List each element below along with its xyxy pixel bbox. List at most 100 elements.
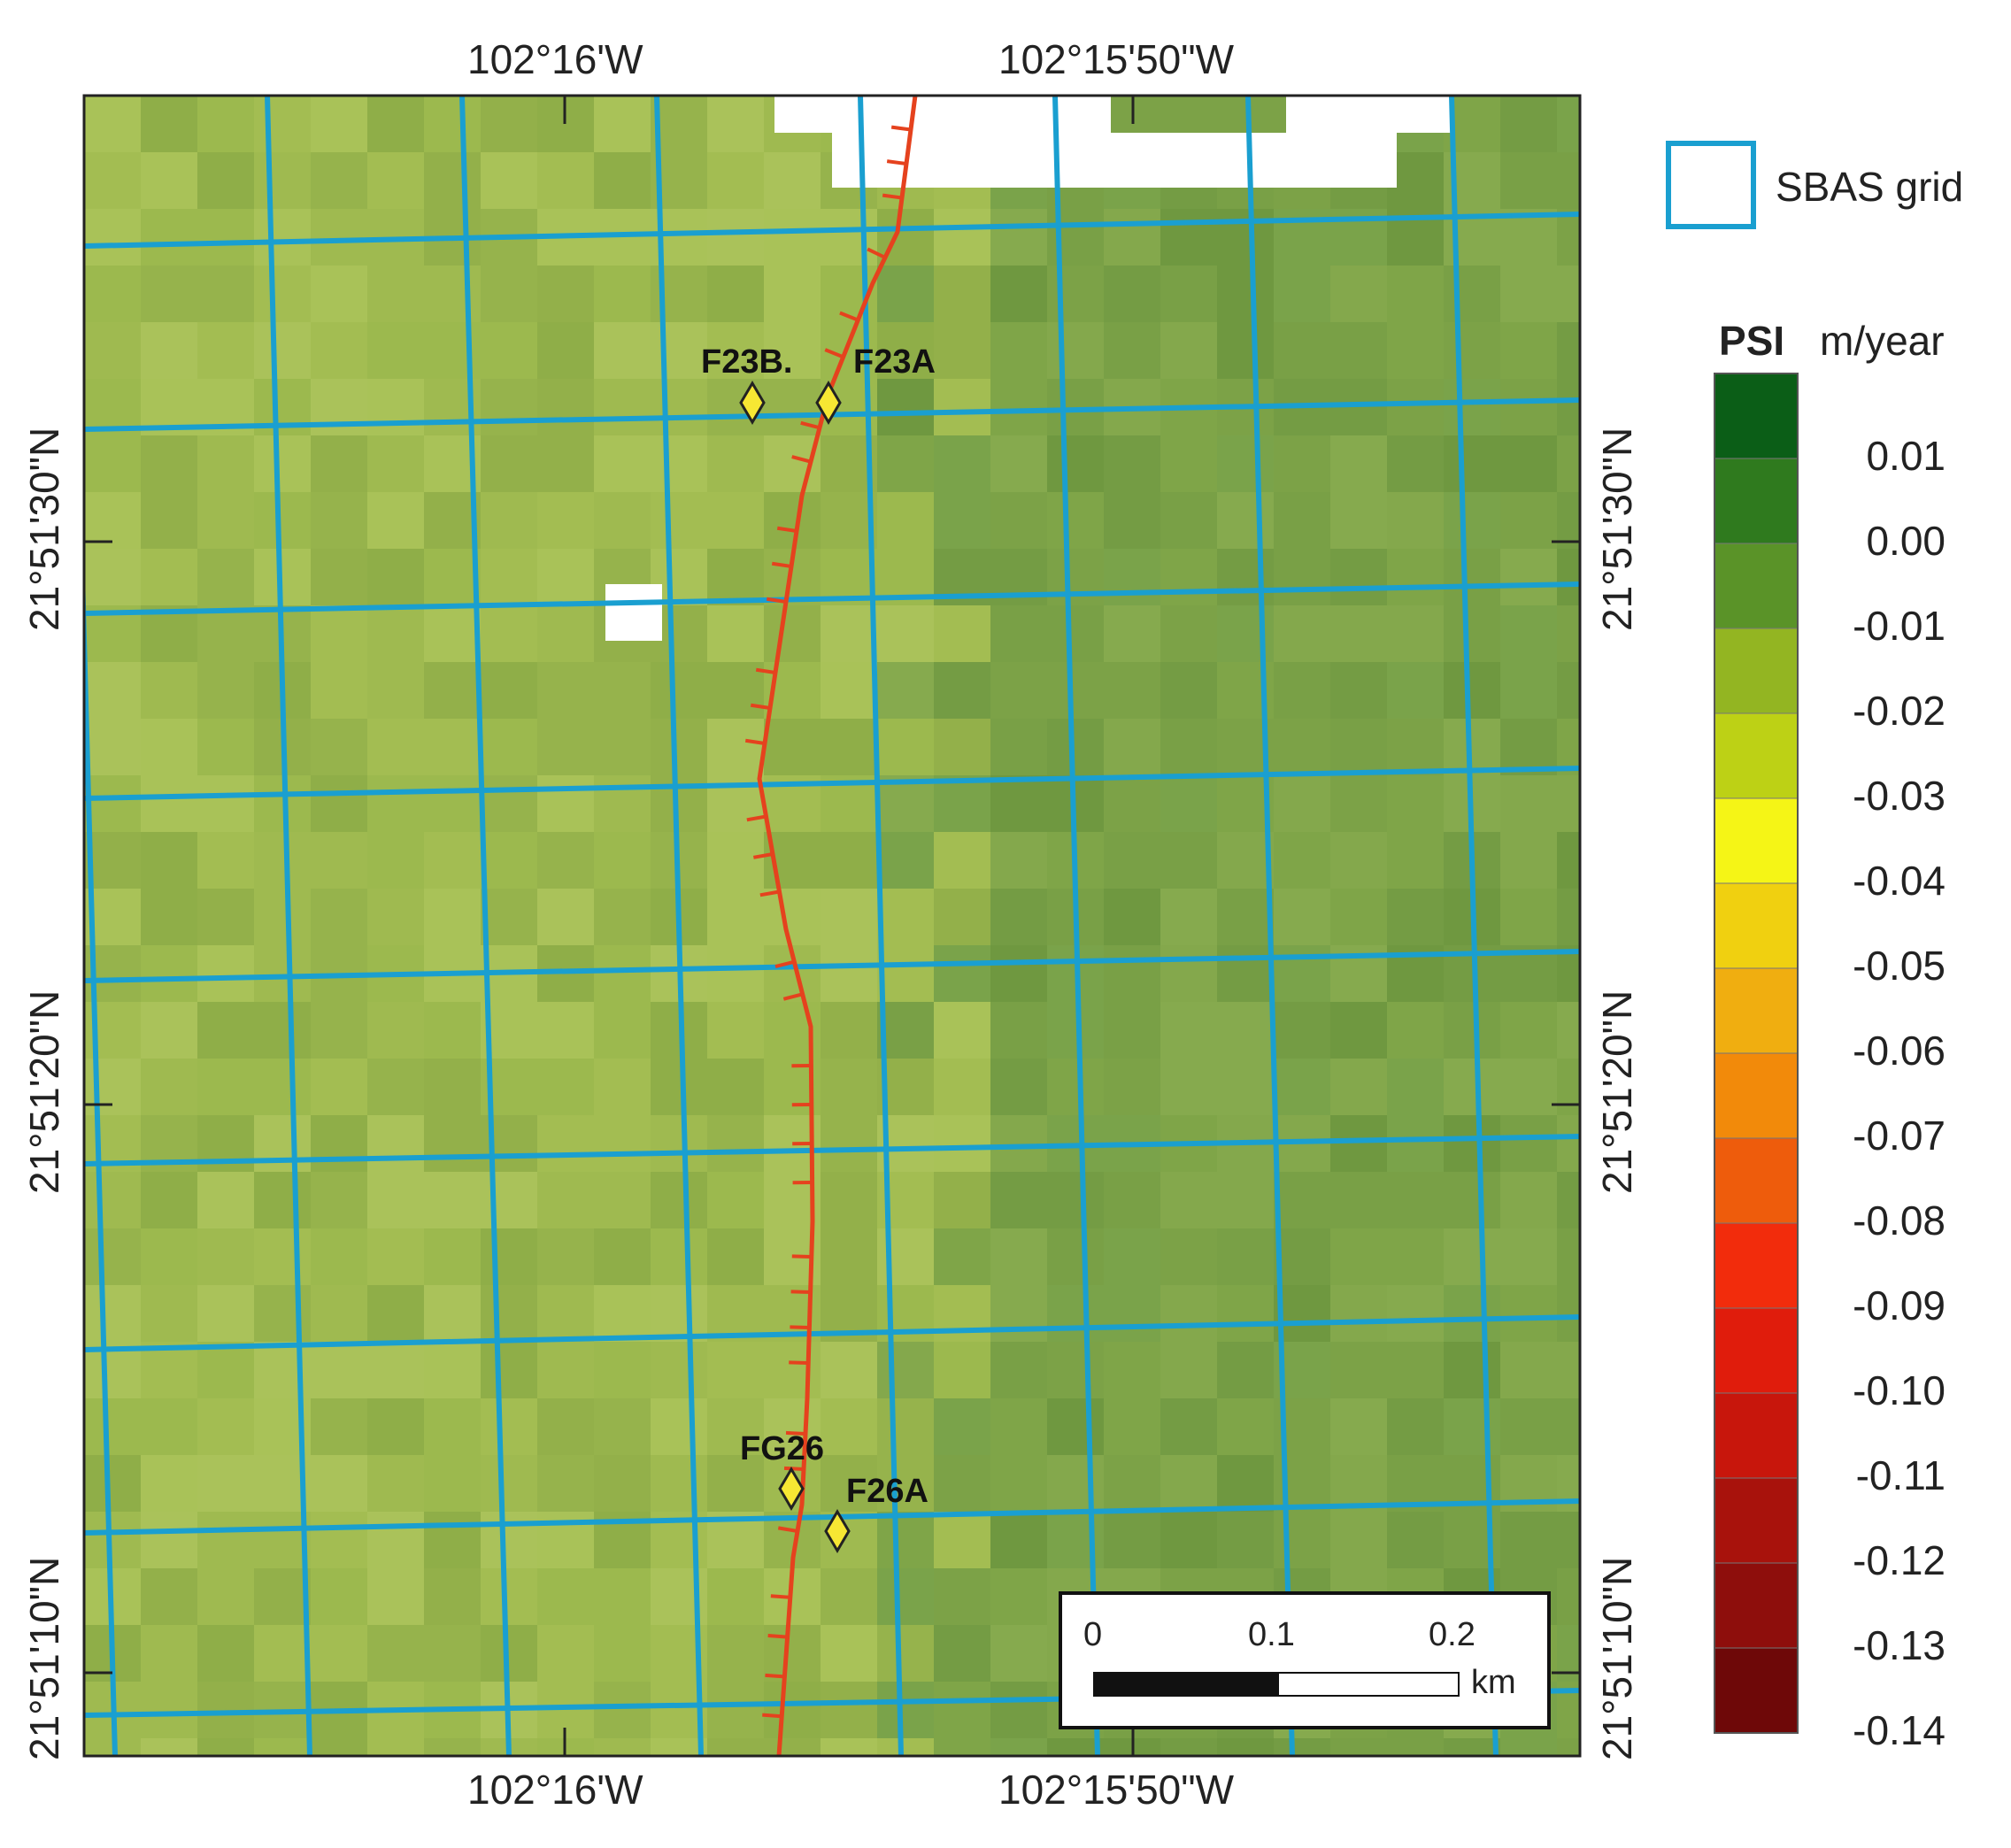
scale-label-0-1: 0.1 xyxy=(1248,1616,1295,1653)
raster-cell xyxy=(1500,266,1557,322)
raster-cell xyxy=(141,889,197,945)
raster-cell xyxy=(1217,1398,1274,1455)
raster-cell xyxy=(311,1002,367,1059)
raster-cell xyxy=(537,1398,594,1455)
raster-cell xyxy=(1104,1285,1160,1342)
raster-cell xyxy=(707,209,764,266)
raster-cell xyxy=(651,1342,707,1398)
raster-cell xyxy=(1500,889,1557,945)
raster-cell xyxy=(1387,605,1444,662)
raster-cell xyxy=(141,832,197,889)
raster-cell xyxy=(141,775,197,832)
colorbar-tick-label: -0.11 xyxy=(1855,1452,1946,1498)
raster-cell xyxy=(1217,945,1274,1002)
raster-cell xyxy=(821,719,877,775)
raster-cell xyxy=(424,1738,481,1756)
raster-cell xyxy=(1217,549,1274,605)
raster-cell xyxy=(990,662,1047,719)
raster-cell xyxy=(1274,1172,1330,1228)
raster-cell xyxy=(367,435,424,492)
raster-cell xyxy=(764,322,821,379)
point-label-f23a: F23A xyxy=(853,343,936,381)
raster-cell xyxy=(1047,1059,1104,1115)
raster-cell xyxy=(651,1059,707,1115)
raster-cell xyxy=(877,719,934,775)
raster-cell xyxy=(1557,605,1580,662)
raster-cell xyxy=(934,1398,990,1455)
raster-cell xyxy=(537,152,594,209)
raster-cell xyxy=(764,209,821,266)
raster-cell xyxy=(141,1682,197,1738)
raster-cell xyxy=(594,1172,651,1228)
scale-bar-white-segment xyxy=(1277,1672,1460,1697)
raster-cell xyxy=(1160,1512,1217,1568)
raster-cell xyxy=(934,1455,990,1512)
raster-cell xyxy=(877,266,934,322)
raster-cell xyxy=(254,1625,311,1682)
raster-cell xyxy=(1047,1738,1104,1756)
raster-cell xyxy=(594,832,651,889)
raster-cell xyxy=(1500,1512,1557,1568)
raster-cell xyxy=(651,1228,707,1285)
raster-cell xyxy=(934,209,990,266)
raster-cell xyxy=(367,1115,424,1172)
bottom-longitude-label-right: 102°15'50"W xyxy=(998,1767,1235,1813)
raster-cell xyxy=(990,266,1047,322)
raster-cell xyxy=(367,379,424,435)
raster-cell xyxy=(707,266,764,322)
raster-cell xyxy=(707,889,764,945)
sbas-grid xyxy=(84,96,1580,1756)
raster-cell xyxy=(1160,1172,1217,1228)
raster-cell xyxy=(367,1285,424,1342)
map-frame xyxy=(82,94,1582,1758)
raster-cell xyxy=(254,1002,311,1059)
raster-cell xyxy=(1387,1512,1444,1568)
raster-cell xyxy=(594,945,651,1002)
raster-cell xyxy=(367,1738,424,1756)
raster-cell xyxy=(594,1342,651,1398)
fault-tick xyxy=(800,420,821,430)
raster-cell xyxy=(651,1285,707,1342)
raster-cell xyxy=(1047,1512,1104,1568)
raster-cell xyxy=(141,719,197,775)
colorbar-tick-label: -0.02 xyxy=(1853,688,1946,734)
raster-cell xyxy=(877,832,934,889)
colorbar-class xyxy=(1714,1137,1799,1224)
raster-cell xyxy=(311,832,367,889)
raster-cell xyxy=(1330,549,1387,605)
raster-cell xyxy=(1217,1738,1274,1756)
raster-cell xyxy=(141,1568,197,1625)
right-latitude-label-1: 21°51'30"N xyxy=(1594,427,1640,631)
raster-cell xyxy=(424,775,481,832)
raster-cell xyxy=(934,1682,990,1738)
fault-tick xyxy=(886,159,907,166)
raster-cell xyxy=(1104,492,1160,549)
raster-cell xyxy=(1500,435,1557,492)
raster-cell xyxy=(1274,1512,1330,1568)
raster-cell xyxy=(707,1285,764,1342)
raster-cell xyxy=(877,1398,934,1455)
colorbar-class xyxy=(1714,543,1799,629)
raster-cell xyxy=(254,1568,311,1625)
raster-cell xyxy=(821,605,877,662)
raster-cell xyxy=(707,832,764,889)
raster-cell xyxy=(311,1285,367,1342)
colorbar-class xyxy=(1714,882,1799,969)
raster-cell xyxy=(1330,1059,1387,1115)
raster-cell xyxy=(1104,662,1160,719)
raster-cell xyxy=(707,1342,764,1398)
raster-cell xyxy=(197,1172,254,1228)
raster-cell xyxy=(594,1002,651,1059)
no-data-areas xyxy=(605,96,1452,641)
raster-cell xyxy=(84,662,141,719)
raster-cell xyxy=(537,266,594,322)
survey-points xyxy=(739,381,851,1553)
raster-cell xyxy=(821,889,877,945)
raster-cell xyxy=(990,1002,1047,1059)
top-longitude-label-left: 102°16'W xyxy=(467,36,643,82)
raster-cell xyxy=(537,889,594,945)
raster-cell xyxy=(1444,1059,1500,1115)
fault-tick xyxy=(783,1466,805,1471)
fault-tick xyxy=(762,1713,782,1719)
raster-cell xyxy=(1160,832,1217,889)
